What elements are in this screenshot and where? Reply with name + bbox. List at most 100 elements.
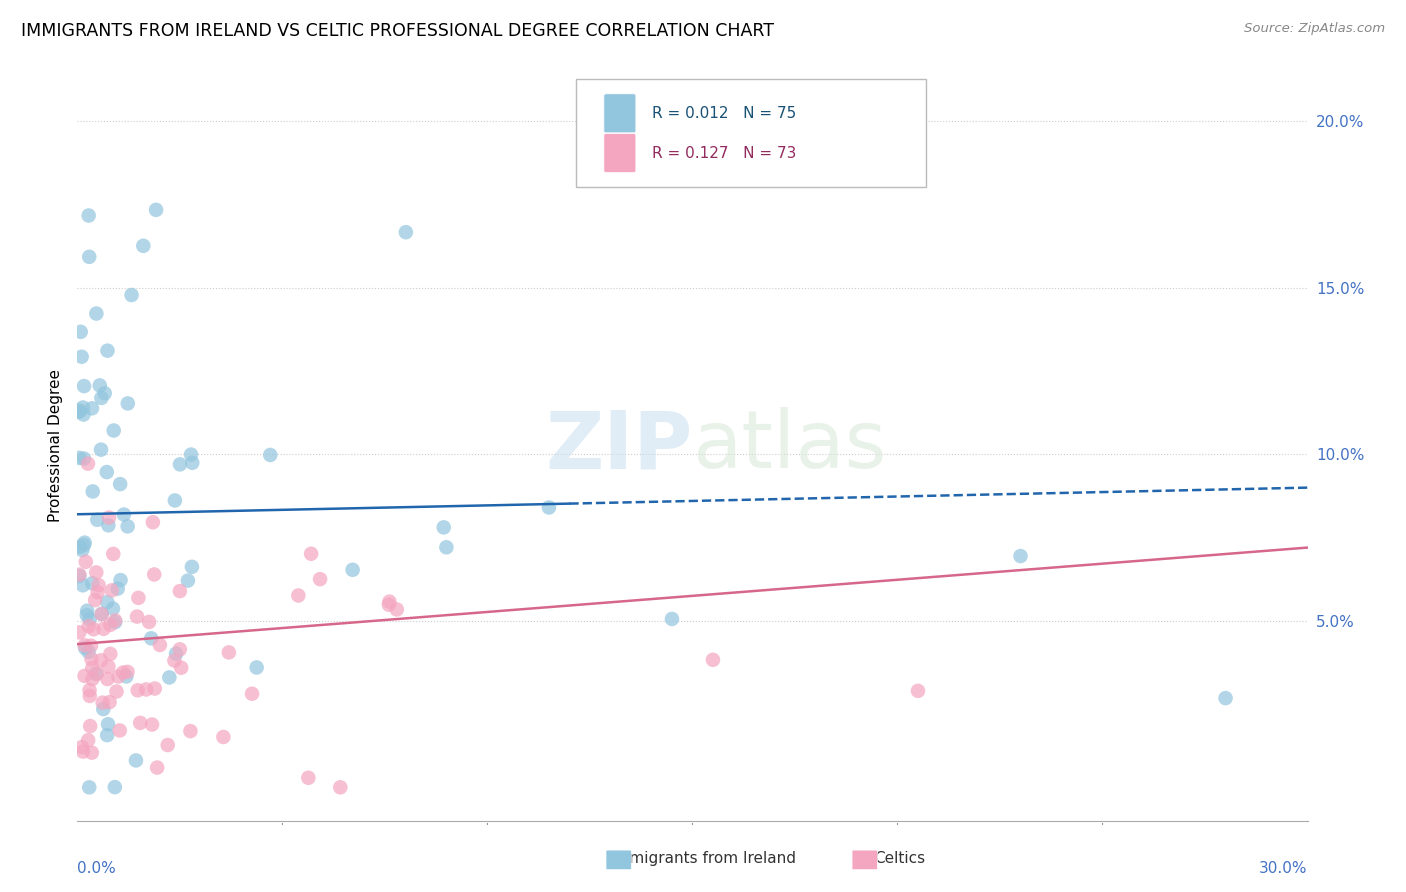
Point	[89, 378, 111, 392]
Point	[104, 615, 127, 630]
Text: Celtics: Celtics	[875, 851, 925, 865]
Point	[218, 645, 240, 659]
Point	[329, 780, 352, 795]
Point	[90, 607, 112, 621]
Point	[67, 625, 90, 640]
Point	[259, 448, 281, 462]
Point	[142, 515, 165, 529]
Point	[240, 687, 263, 701]
Point	[79, 719, 101, 733]
Point	[82, 484, 104, 499]
Point	[125, 609, 148, 624]
Point	[69, 540, 91, 554]
Point	[108, 723, 131, 738]
Point	[77, 209, 100, 223]
Point	[72, 745, 94, 759]
Point	[75, 641, 97, 656]
Point	[180, 448, 202, 462]
Point	[117, 396, 139, 410]
Text: atlas: atlas	[693, 407, 887, 485]
Point	[127, 683, 149, 698]
Point	[105, 684, 128, 698]
Point	[91, 702, 114, 716]
Point	[342, 563, 364, 577]
Point	[101, 583, 124, 598]
Point	[138, 615, 160, 629]
Point	[702, 653, 724, 667]
Point	[76, 608, 98, 623]
Point	[1010, 549, 1032, 563]
Text: R = 0.012   N = 75: R = 0.012 N = 75	[652, 106, 796, 120]
Point	[299, 547, 322, 561]
Point	[82, 576, 104, 591]
Point	[103, 424, 125, 438]
Point	[90, 607, 112, 621]
Point	[117, 665, 139, 679]
Point	[69, 325, 91, 339]
Point	[77, 619, 100, 633]
Point	[76, 604, 98, 618]
Point	[73, 535, 96, 549]
Point	[179, 724, 201, 739]
Point	[157, 670, 180, 684]
Point	[82, 672, 104, 686]
Point	[125, 753, 148, 767]
FancyBboxPatch shape	[605, 94, 636, 133]
Point	[80, 401, 103, 416]
Point	[77, 733, 100, 747]
Point	[169, 458, 191, 472]
Point	[436, 541, 458, 555]
Text: Source: ZipAtlas.com: Source: ZipAtlas.com	[1244, 22, 1385, 36]
Point	[96, 343, 118, 358]
Point	[112, 508, 135, 522]
Point	[98, 647, 121, 661]
Point	[90, 442, 112, 457]
Point	[107, 582, 129, 596]
Point	[110, 573, 132, 587]
Point	[93, 622, 115, 636]
Point	[67, 567, 90, 582]
Point	[212, 730, 235, 744]
Text: 0.0%: 0.0%	[77, 861, 117, 876]
Point	[96, 595, 118, 609]
Point	[143, 567, 166, 582]
Point	[433, 520, 456, 534]
Point	[96, 465, 118, 479]
Point	[297, 771, 319, 785]
Point	[96, 728, 118, 742]
Point	[90, 391, 112, 405]
Point	[287, 589, 309, 603]
Point	[93, 386, 115, 401]
Point	[73, 538, 96, 552]
Point	[73, 451, 96, 466]
Point	[73, 638, 96, 652]
Point	[80, 652, 103, 666]
Text: 30.0%: 30.0%	[1260, 861, 1308, 876]
Point	[145, 202, 167, 217]
Point	[132, 239, 155, 253]
Point	[1215, 691, 1237, 706]
Point	[181, 456, 204, 470]
Point	[117, 519, 139, 533]
Point	[67, 403, 90, 417]
Point	[86, 513, 108, 527]
FancyBboxPatch shape	[605, 134, 636, 172]
Point	[143, 681, 166, 696]
Point	[86, 666, 108, 681]
Point	[98, 618, 121, 632]
Point	[180, 559, 202, 574]
Point	[73, 669, 96, 683]
Point	[70, 350, 93, 364]
Point	[177, 574, 200, 588]
Point	[98, 510, 121, 524]
Point	[80, 639, 103, 653]
Point	[127, 591, 149, 605]
Point	[75, 555, 97, 569]
Point	[135, 682, 157, 697]
Point	[86, 307, 108, 321]
Point	[129, 715, 152, 730]
Point	[90, 653, 112, 667]
Point	[79, 683, 101, 698]
Point	[165, 647, 187, 661]
Point	[83, 622, 105, 636]
